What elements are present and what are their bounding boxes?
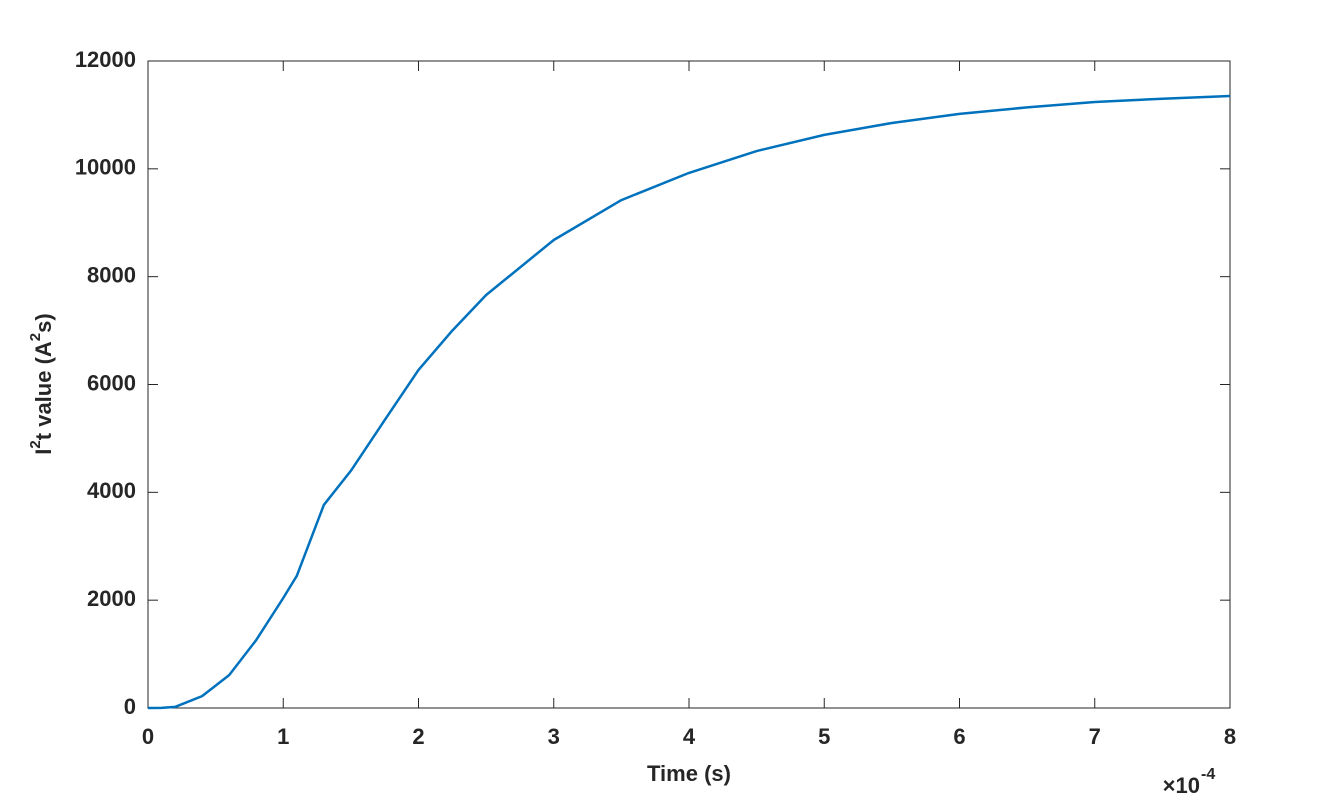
y-tick-label: 12000	[75, 47, 136, 72]
axes-box	[147, 60, 1231, 709]
x-tick-label: 7	[1089, 724, 1101, 749]
x-tick-label: 4	[683, 724, 696, 749]
y-label-superscript: 2	[27, 333, 44, 341]
y-tick-label: 2000	[87, 586, 136, 611]
x-tick-label: 6	[953, 724, 965, 749]
y-label-text: s)	[31, 313, 56, 333]
x-tick-label: 1	[277, 724, 289, 749]
y-tick-label: 8000	[87, 262, 136, 287]
x-axis-label: Time (s)	[647, 761, 731, 786]
y-label-superscript: 2	[27, 440, 44, 448]
y-tick-label: 10000	[75, 155, 136, 180]
line-series	[147, 94, 1231, 710]
y-tick-label: 4000	[87, 478, 136, 503]
x-exponent: -4	[1201, 766, 1215, 783]
y-label-text: t value (A	[31, 341, 56, 440]
x-tick-label: 2	[412, 724, 424, 749]
y-tick-label: 0	[124, 694, 136, 719]
y-axis-label: I2t value (A2s)	[27, 313, 56, 454]
x-exponent-base: ×10	[1163, 773, 1200, 798]
y-label-text: I	[31, 449, 56, 455]
x-tick-label: 5	[818, 724, 830, 749]
x-tick-label: 8	[1224, 724, 1236, 749]
x-tick-label: 0	[142, 724, 154, 749]
y-tick-label: 6000	[87, 370, 136, 395]
x-tick-label: 3	[548, 724, 560, 749]
